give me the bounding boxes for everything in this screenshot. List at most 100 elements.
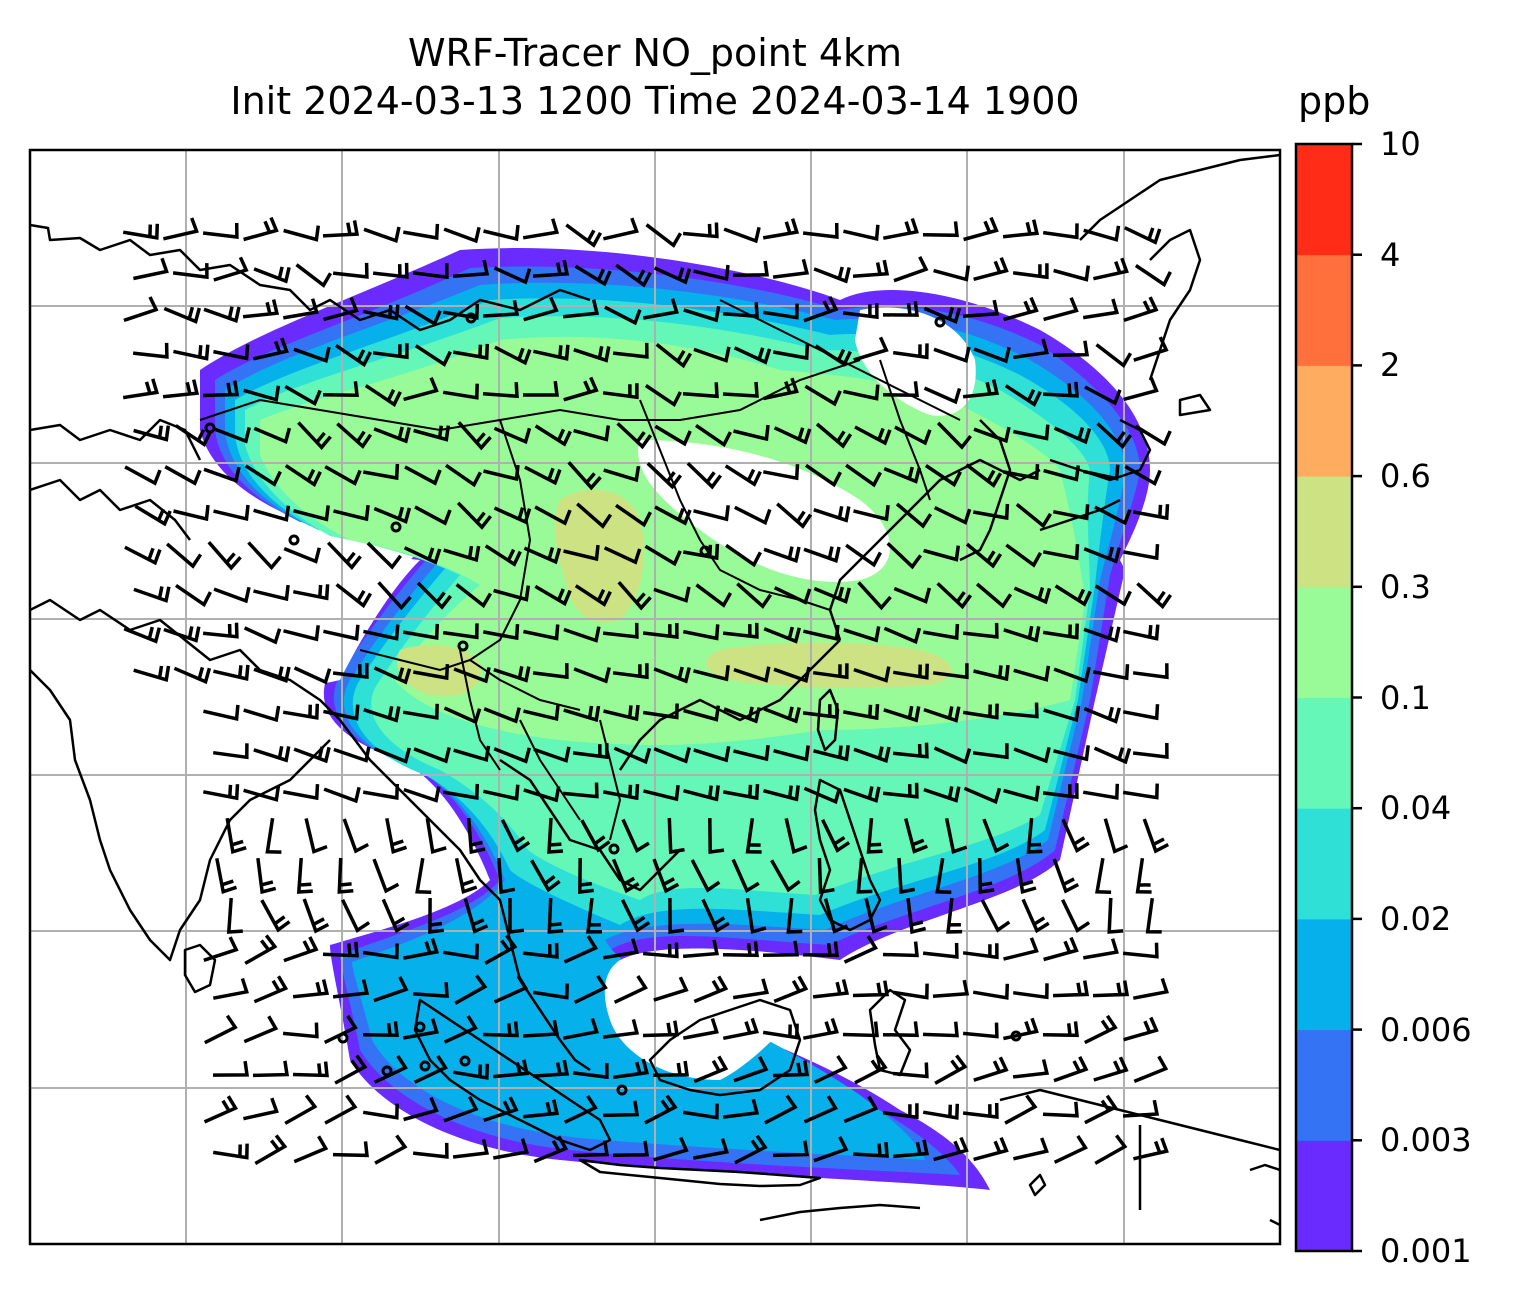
wind-barb	[212, 1060, 250, 1077]
wind-barb	[854, 1054, 888, 1085]
wind-barb	[817, 857, 835, 895]
colorbar	[1294, 142, 1362, 1253]
wind-barb	[654, 424, 692, 447]
wind-barb	[973, 257, 1009, 281]
wind-barb	[602, 1018, 640, 1039]
wind-barb	[293, 505, 330, 522]
wind-barb	[1084, 1014, 1118, 1045]
wind-barb	[973, 346, 1011, 364]
wind-barb	[292, 1061, 329, 1078]
wind-barb	[895, 502, 933, 529]
wind-barb	[162, 379, 200, 399]
wind-barb	[733, 1056, 769, 1083]
wind-barb	[1123, 296, 1159, 322]
wind-barb	[163, 626, 201, 643]
wind-barb	[708, 817, 725, 855]
wind-barb	[547, 817, 564, 854]
wind-barb	[892, 343, 929, 360]
wind-barb	[893, 586, 932, 604]
wind-barb	[523, 296, 559, 322]
wind-barb	[853, 336, 889, 362]
wind-barb	[722, 622, 759, 639]
wind-barb	[644, 544, 682, 567]
wind-barb	[982, 818, 1010, 854]
wind-barb	[933, 265, 971, 282]
wind-barb	[1122, 783, 1159, 800]
wind-barb	[215, 857, 238, 894]
wind-barb	[686, 461, 723, 490]
wind-barb	[654, 505, 692, 526]
wind-barb	[1142, 818, 1169, 854]
wind-barb	[523, 704, 560, 722]
wind-barb	[243, 385, 281, 402]
wind-barb	[482, 624, 520, 641]
wind-barb	[123, 296, 159, 323]
colorbar-swatch	[1296, 1029, 1352, 1141]
wind-barb	[204, 1014, 238, 1045]
wind-barb	[284, 464, 322, 487]
wind-barb	[337, 857, 354, 894]
wind-barb	[373, 506, 412, 524]
wind-barb	[213, 664, 250, 681]
wind-barb	[646, 462, 683, 490]
wind-barb	[1043, 465, 1081, 482]
wind-barb	[547, 897, 564, 934]
wind-barb	[645, 223, 683, 248]
wind-barb	[904, 818, 928, 854]
wind-barb	[402, 703, 439, 720]
wind-barb	[1043, 936, 1079, 962]
wind-barb	[823, 898, 849, 934]
wind-barb	[366, 541, 402, 570]
wind-barb	[203, 936, 239, 962]
wind-barb	[802, 941, 839, 958]
wind-barb	[323, 704, 360, 721]
wind-barb	[323, 624, 360, 641]
wind-barb	[292, 979, 330, 999]
wind-barb	[852, 259, 890, 278]
wind-barb	[445, 463, 482, 488]
wind-barb	[1012, 983, 1049, 1000]
wind-barb	[933, 1136, 969, 1162]
wind-barb	[602, 784, 640, 801]
wind-barb	[972, 983, 1010, 1000]
wind-barb	[293, 666, 332, 685]
wind-barb	[484, 544, 522, 567]
wind-barb	[813, 1054, 848, 1084]
wind-barb	[733, 666, 771, 683]
wind-barb	[284, 384, 322, 407]
colorbar-swatch	[1296, 697, 1352, 809]
wind-barb	[428, 897, 445, 934]
wind-barb	[932, 979, 970, 998]
wind-barb	[265, 817, 282, 854]
wind-barb	[333, 504, 370, 522]
wind-barb	[253, 426, 292, 444]
wind-barb	[213, 504, 250, 522]
wind-barb	[936, 582, 973, 610]
wind-barb	[815, 422, 853, 449]
wind-barb	[653, 976, 689, 1002]
wind-barb	[562, 782, 599, 799]
wind-barb	[323, 786, 361, 804]
wind-barb	[442, 783, 480, 800]
wind-barb	[922, 1021, 959, 1038]
wind-barb	[572, 743, 609, 760]
wind-barb	[442, 623, 479, 640]
wind-barb	[1136, 582, 1173, 610]
wind-barb	[493, 747, 531, 764]
wind-barb	[603, 465, 641, 483]
wind-barb	[322, 220, 360, 238]
wind-barb	[866, 817, 883, 854]
wind-barb	[695, 583, 733, 608]
wind-barb	[620, 899, 651, 933]
wind-barb	[295, 263, 333, 288]
wind-barb	[523, 785, 561, 803]
wind-barb	[1003, 296, 1039, 322]
wind-barb	[653, 1136, 689, 1162]
colorbar-swatch	[1296, 918, 1352, 1031]
wind-barb	[563, 626, 601, 643]
wind-barb	[523, 546, 562, 565]
wind-barb	[642, 622, 679, 639]
wind-barb	[682, 222, 719, 239]
wind-barb	[497, 857, 516, 895]
wind-barb	[522, 942, 559, 959]
